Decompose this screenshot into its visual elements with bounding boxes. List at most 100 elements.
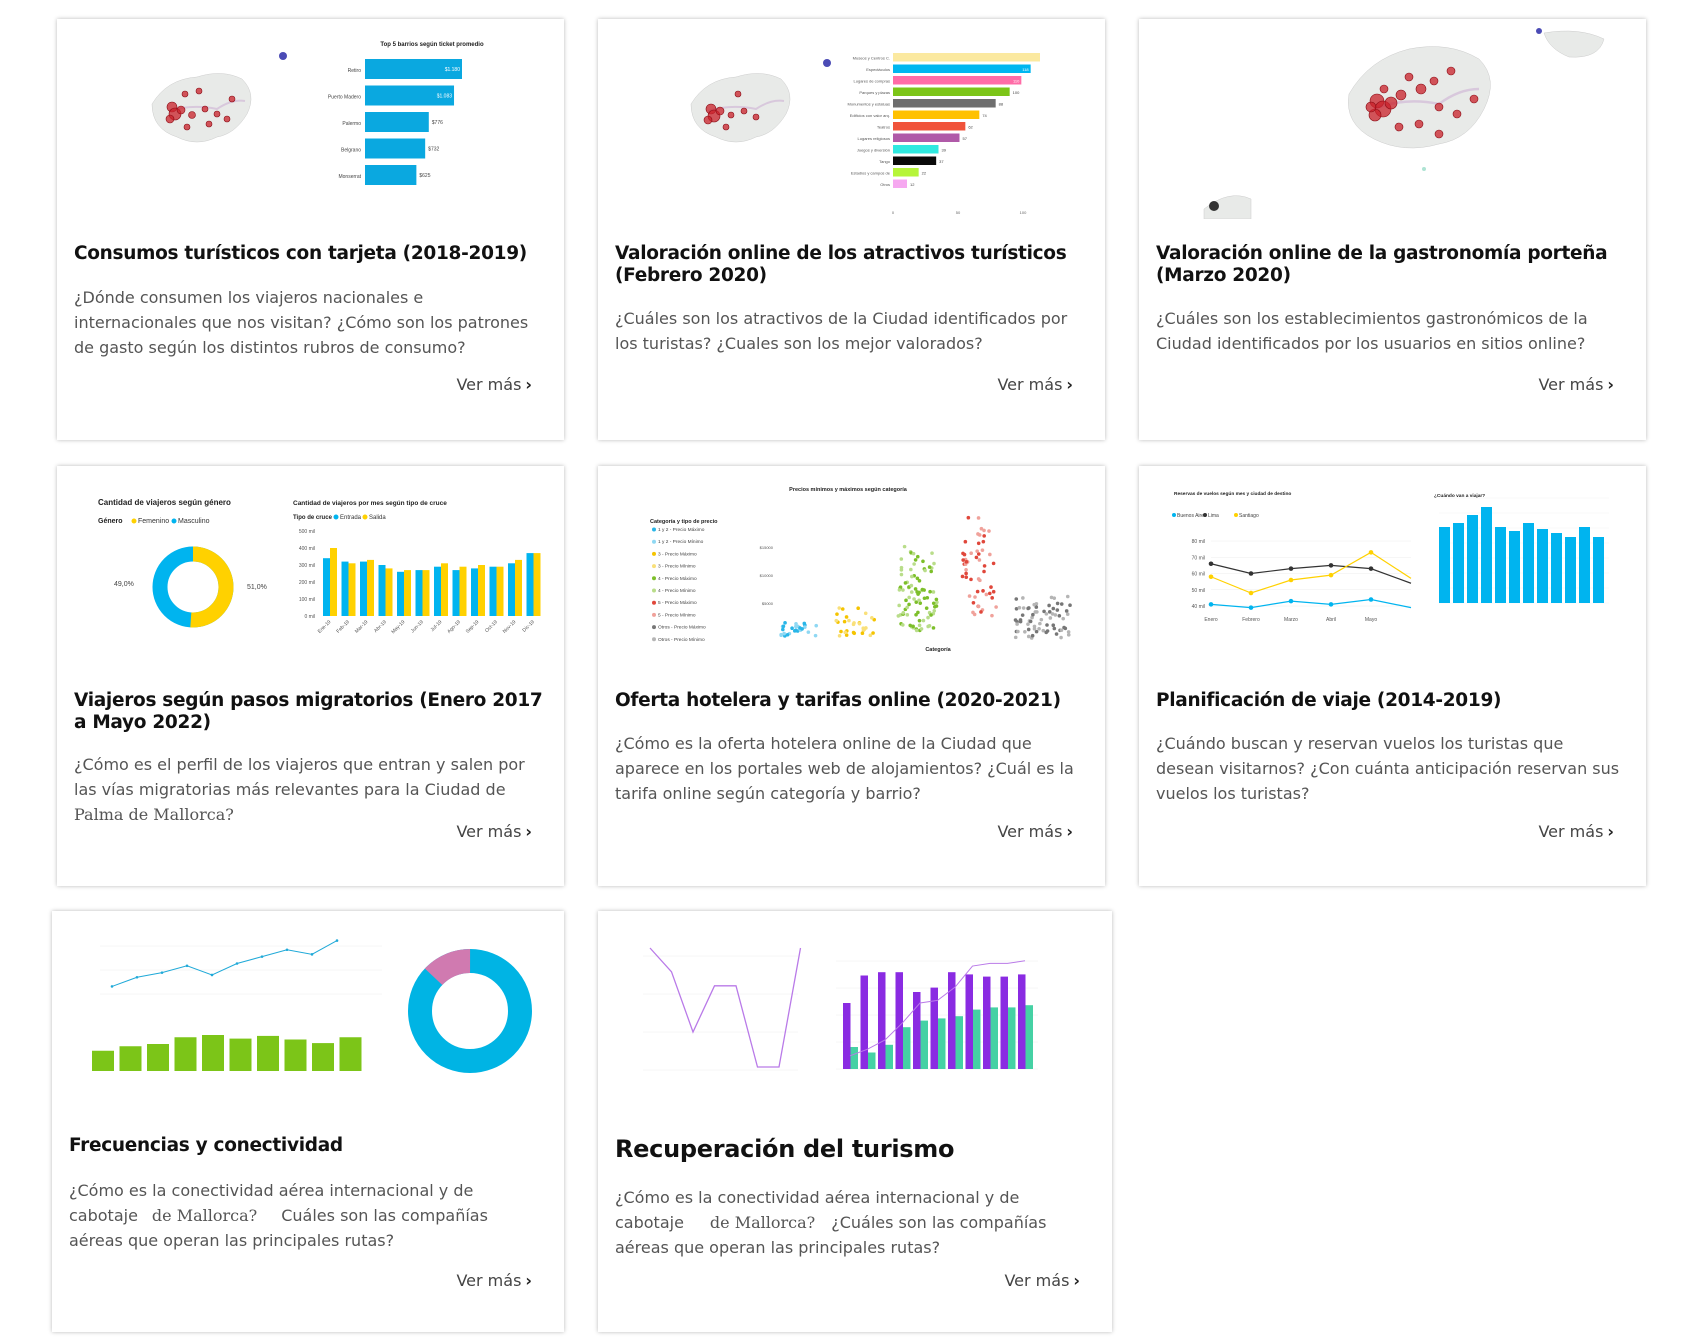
scatter-point: [794, 621, 798, 626]
series-point: [1208, 574, 1214, 580]
scatter-point: [913, 587, 918, 591]
scatter-point: [966, 515, 971, 520]
card-frecuencias[interactable]: Frecuencias y conectividad ¿Cómo es la c…: [52, 911, 564, 1332]
ver-mas-link[interactable]: Ver más ›: [997, 822, 1073, 841]
scatter-point: [969, 577, 973, 582]
ver-mas-link[interactable]: Ver más ›: [1538, 375, 1614, 394]
line-point: [210, 973, 214, 977]
card-oferta-hotelera[interactable]: Precios mínimos y máximos según categorí…: [598, 466, 1105, 886]
bar-label: Parques y plazas: [859, 90, 890, 95]
line: [649, 947, 802, 1068]
card-gastronomia[interactable]: Valoración online de la gastronomía port…: [1139, 19, 1646, 440]
scatter-point: [1052, 596, 1057, 600]
ver-mas-link[interactable]: Ver más ›: [456, 375, 532, 394]
card-consumos-turisticos[interactable]: Top 5 barrios según ticket promedio Reti…: [57, 19, 564, 440]
scatter-point: [1014, 597, 1019, 601]
card-thumbnail: Precios mínimos y máximos según categorí…: [598, 466, 1105, 666]
bar-a: [878, 972, 886, 1069]
scatter-point: [897, 588, 902, 592]
scatter-point: [813, 633, 818, 638]
scatter-point: [976, 577, 981, 581]
legend-label: 1 y 2 - Precio Máximo: [658, 527, 705, 533]
bar: [339, 1037, 362, 1071]
scatter-point: [852, 631, 857, 636]
card-thumbnail: Museos y Centros C. Espectáculos 118 Lugare…: [598, 19, 1105, 219]
bar-a: [948, 972, 956, 1069]
card-planificacion-viaje[interactable]: Reservas de vuelos según mes y ciudad de…: [1139, 466, 1646, 886]
line: [111, 940, 338, 987]
series-point: [1288, 566, 1294, 571]
scatter-point: [840, 607, 845, 611]
scatter-point: [917, 623, 922, 628]
scatter-point: [1054, 632, 1059, 636]
scatter-point: [782, 631, 786, 636]
line-point: [285, 948, 289, 952]
scatter-points: [779, 515, 1072, 640]
bar-value: 37: [939, 159, 944, 164]
scatter-point: [982, 564, 987, 568]
x-tick: Enero: [1204, 617, 1218, 623]
series-point: [1288, 598, 1294, 604]
scatter-point: [1021, 606, 1026, 610]
card-recuperacion[interactable]: Recuperación del turismo ¿Cómo es la con…: [598, 911, 1112, 1332]
legend-dot: [652, 527, 656, 532]
x-tick: Mar-19: [354, 619, 370, 635]
scatter-point: [842, 619, 847, 624]
scatter-point: [962, 552, 967, 557]
scatter-point: [929, 569, 934, 574]
card-title: Frecuencias y conectividad: [69, 1135, 343, 1156]
card-description: ¿Cómo es la conectividad aérea internaci…: [615, 1185, 1088, 1260]
scatter-point: [917, 598, 921, 603]
ver-mas-link[interactable]: Ver más ›: [997, 375, 1073, 394]
donut-and-bar-chart: Cantidad de viajeros según género Género…: [98, 498, 541, 635]
scatter-point: [1037, 626, 1041, 631]
bar-label: Otros: [880, 182, 890, 187]
line-point: [335, 939, 339, 942]
scatter-point: [1026, 622, 1030, 626]
scatter-point: [918, 601, 923, 605]
scatter-point: [924, 606, 929, 610]
bar: [893, 64, 1031, 73]
card-atractivos-turisticos[interactable]: Museos y Centros C. Espectáculos 118 Lugare…: [598, 19, 1105, 440]
card-viajeros-pasos[interactable]: Cantidad de viajeros según género Género…: [57, 466, 564, 886]
scatter-point: [857, 621, 862, 626]
bar: [1565, 537, 1576, 603]
donut-femenino: [152, 546, 234, 628]
scatter-point: [1066, 630, 1071, 634]
bar: [893, 156, 937, 165]
scatter-point: [1030, 615, 1034, 620]
ver-mas-link[interactable]: Ver más ›: [1004, 1271, 1080, 1290]
scatter-point: [923, 568, 927, 573]
scatter-point: [982, 528, 986, 533]
donut-label-femenino: 51,0%: [247, 584, 267, 591]
card-thumbnail: [598, 911, 1112, 1121]
scatter-point: [1047, 603, 1051, 608]
legend-dot: [1172, 513, 1176, 517]
ver-mas-link[interactable]: Ver más ›: [1538, 822, 1614, 841]
ver-mas-link[interactable]: Ver más ›: [456, 1271, 532, 1290]
scatter-point: [981, 589, 985, 593]
scatter-point: [1065, 594, 1070, 599]
bar: [1509, 531, 1520, 603]
scatter-point: [899, 572, 904, 577]
scatter-point: [814, 623, 819, 628]
chart-title: Top 5 barrios según ticket promedio: [380, 42, 484, 48]
scatter-point: [903, 581, 908, 585]
card-title: Planificación de viaje (2014-2019): [1156, 690, 1502, 711]
bar-value: 74: [982, 113, 987, 118]
bar-label: Estadios y campos de: [851, 171, 891, 176]
scatter-point: [926, 615, 930, 620]
y-tick: 500 mil: [299, 529, 315, 535]
scatter-point: [1049, 595, 1054, 600]
island-map: [1543, 30, 1605, 58]
y-tick: 0 mil: [304, 614, 315, 620]
legend-label: Otros - Precio Máximo: [658, 625, 706, 631]
scatter-point: [899, 557, 904, 561]
scatter-point: [914, 628, 919, 633]
bar: [284, 1039, 307, 1071]
scatter-point: [1051, 623, 1056, 628]
bar: [893, 76, 1022, 85]
ver-mas-link[interactable]: Ver más ›: [456, 822, 532, 841]
scatter-point: [1050, 612, 1055, 616]
scatter-point: [1042, 609, 1046, 614]
